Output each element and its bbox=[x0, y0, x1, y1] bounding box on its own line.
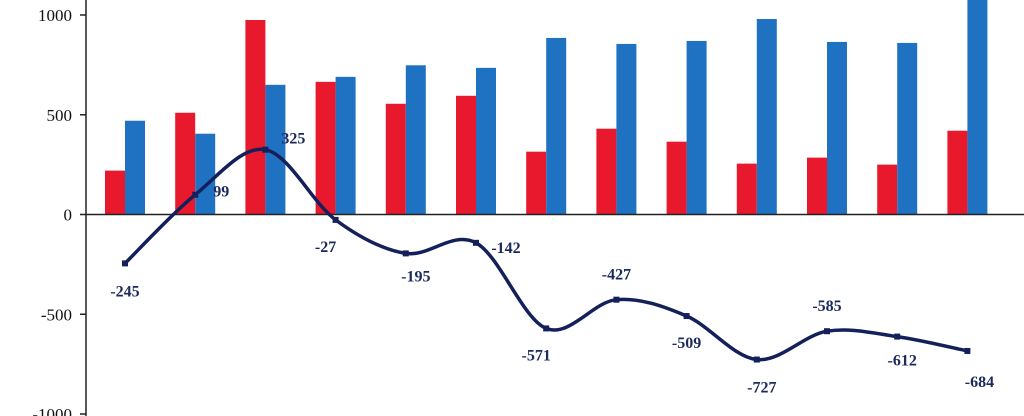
bar-red bbox=[526, 151, 547, 215]
line-point bbox=[402, 250, 409, 257]
bar-blue bbox=[195, 133, 216, 215]
y-tick-label: -1000 bbox=[32, 405, 72, 416]
bar-red bbox=[807, 157, 827, 215]
bar-red bbox=[947, 130, 968, 215]
line-data-labels: -245 99 325 -27 -195 -142 -571 -427 -509 -727 -585… bbox=[110, 131, 994, 397]
line-point bbox=[964, 347, 971, 354]
bar-red bbox=[596, 128, 617, 215]
y-tick-label: 1000 bbox=[38, 6, 72, 25]
line-point bbox=[262, 146, 269, 153]
bar-blue bbox=[616, 43, 637, 215]
y-tick-label: 500 bbox=[47, 106, 73, 125]
line-point bbox=[332, 216, 339, 223]
y-axis-ticks: 1000 500 0 -500 -1000 bbox=[32, 6, 86, 416]
bar-red bbox=[666, 141, 687, 215]
bar-blue bbox=[756, 18, 777, 215]
bar-blue bbox=[405, 65, 426, 215]
line-point bbox=[683, 313, 690, 320]
line-data-label: -427 bbox=[602, 267, 631, 284]
bar-blue bbox=[686, 40, 707, 215]
line-data-label: 99 bbox=[213, 184, 229, 201]
line-point bbox=[824, 328, 830, 335]
line-point bbox=[613, 296, 620, 303]
line-data-label: -684 bbox=[965, 374, 994, 391]
line-point bbox=[192, 191, 199, 198]
line-point bbox=[894, 333, 901, 340]
line-data-label: -195 bbox=[401, 268, 430, 285]
line-data-label: 325 bbox=[281, 131, 305, 148]
bar-blue bbox=[967, 0, 988, 215]
bar-red bbox=[175, 112, 196, 215]
bar-red bbox=[877, 164, 898, 215]
line-point bbox=[753, 356, 760, 363]
bar-red bbox=[736, 163, 757, 215]
line-data-label: -509 bbox=[672, 335, 701, 352]
bar-red bbox=[385, 103, 406, 215]
bar-blue bbox=[827, 41, 847, 215]
bar-red bbox=[245, 19, 266, 215]
y-tick-label: 0 bbox=[64, 206, 73, 225]
line-data-label: -727 bbox=[747, 380, 776, 397]
bar-red bbox=[315, 81, 336, 215]
bar-series-blue bbox=[125, 0, 988, 215]
line-data-label: -571 bbox=[522, 347, 551, 364]
bar-blue bbox=[546, 37, 567, 215]
bar-blue bbox=[265, 84, 286, 215]
bar-red bbox=[456, 95, 476, 215]
line-data-label: -585 bbox=[812, 298, 841, 315]
line-data-label: -612 bbox=[888, 353, 917, 370]
line-point bbox=[473, 239, 479, 246]
line-series bbox=[122, 146, 971, 363]
line-data-label: -27 bbox=[315, 239, 336, 256]
line-point bbox=[122, 260, 128, 267]
y-tick-label: -500 bbox=[41, 305, 72, 324]
bar-red bbox=[105, 170, 125, 215]
bar-blue bbox=[125, 120, 145, 215]
bar-blue bbox=[335, 76, 356, 215]
line-point bbox=[543, 325, 550, 332]
line-data-label: -142 bbox=[491, 240, 520, 257]
bar-blue bbox=[897, 42, 918, 215]
bar-series-red bbox=[105, 19, 968, 215]
line-data-label: -245 bbox=[110, 283, 139, 300]
bar-blue bbox=[476, 67, 496, 215]
